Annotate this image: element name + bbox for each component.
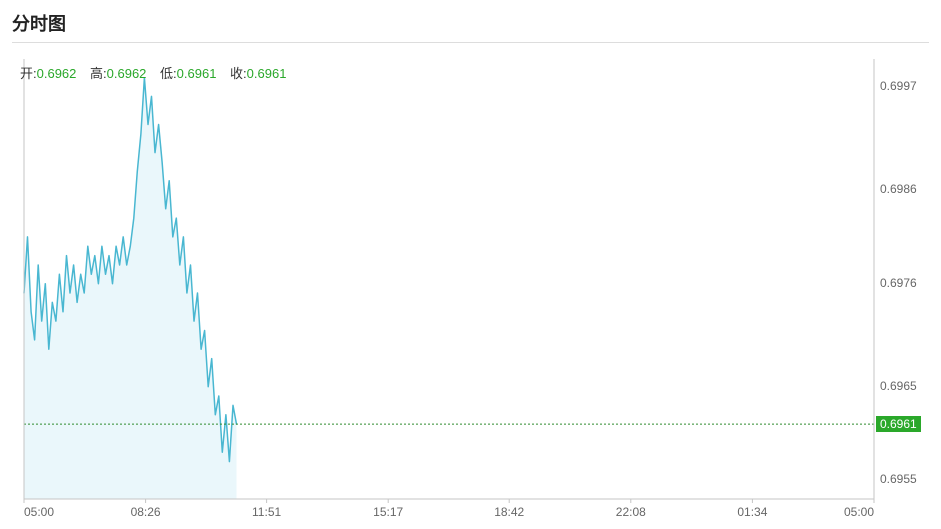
- open-value: 0.6962: [37, 66, 77, 81]
- x-tick-label: 01:34: [737, 505, 767, 519]
- y-tick-label: 0.6965: [880, 379, 917, 393]
- y-tick-label: 0.6986: [880, 182, 917, 196]
- close-label: 收:: [230, 66, 247, 81]
- low-label: 低:: [160, 66, 177, 81]
- x-tick-label: 22:08: [616, 505, 646, 519]
- x-tick-label: 08:26: [131, 505, 161, 519]
- y-tick-label: 0.6997: [880, 79, 917, 93]
- y-tick-label: 0.6976: [880, 276, 917, 290]
- x-tick-label: 15:17: [373, 505, 403, 519]
- x-tick-label: 05:00: [24, 505, 54, 519]
- y-tick-label: 0.6955: [880, 472, 917, 486]
- price-chart[interactable]: [12, 59, 929, 529]
- current-price-badge: 0.6961: [876, 416, 921, 432]
- close-value: 0.6961: [247, 66, 287, 81]
- x-tick-label: 18:42: [494, 505, 524, 519]
- high-value: 0.6962: [107, 66, 147, 81]
- chart-container: 开:0.6962 高:0.6962 低:0.6961 收:0.6961 0.69…: [12, 59, 929, 529]
- low-value: 0.6961: [177, 66, 217, 81]
- open-label: 开:: [20, 66, 37, 81]
- ohlc-bar: 开:0.6962 高:0.6962 低:0.6961 收:0.6961: [20, 63, 296, 82]
- x-tick-label: 05:00: [844, 505, 874, 519]
- x-tick-label: 11:51: [252, 505, 281, 519]
- chart-title: 分时图: [12, 8, 929, 43]
- high-label: 高:: [90, 66, 107, 81]
